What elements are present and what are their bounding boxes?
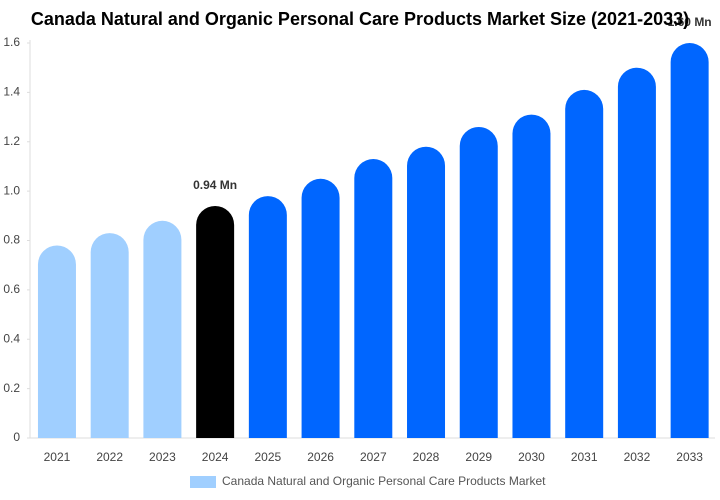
- bar: [196, 205, 235, 438]
- value-label: 0.94 Mn: [193, 178, 237, 192]
- y-tick-label: 0.2: [3, 381, 20, 395]
- y-tick-label: 1.0: [3, 183, 20, 197]
- y-tick-label: 0: [13, 430, 20, 444]
- bar: [617, 67, 656, 438]
- bar: [670, 43, 709, 438]
- bar: [301, 178, 340, 438]
- y-tick-label: 0.4: [3, 331, 20, 345]
- bar: [407, 146, 446, 438]
- x-tick-label: 2028: [413, 450, 440, 464]
- bar: [565, 89, 604, 438]
- y-tick-label: 1.2: [3, 134, 20, 148]
- x-tick-label: 2026: [307, 450, 334, 464]
- x-tick-label: 2029: [465, 450, 492, 464]
- legend-swatch: [190, 476, 216, 488]
- legend-label: Canada Natural and Organic Personal Care…: [222, 474, 546, 488]
- y-tick-label: 1.4: [3, 85, 20, 99]
- y-tick-label: 0.8: [3, 233, 20, 247]
- bar: [512, 114, 551, 438]
- value-label: 1.60 Mn: [668, 15, 712, 29]
- x-tick-label: 2024: [202, 450, 229, 464]
- bar: [90, 233, 129, 438]
- x-tick-label: 2022: [96, 450, 123, 464]
- x-tick-label: 2031: [571, 450, 598, 464]
- x-tick-label: 2027: [360, 450, 387, 464]
- bar: [248, 196, 287, 438]
- x-tick-label: 2025: [255, 450, 282, 464]
- x-tick-label: 2030: [518, 450, 545, 464]
- x-tick-label: 2033: [676, 450, 703, 464]
- bar: [459, 126, 498, 438]
- y-tick-label: 0.6: [3, 282, 20, 296]
- x-tick-label: 2021: [44, 450, 71, 464]
- chart-title: Canada Natural and Organic Personal Care…: [31, 9, 689, 29]
- bar: [37, 245, 76, 438]
- x-tick-label: 2032: [624, 450, 651, 464]
- plot: 0 0.2 0.4 0.6 0.8 1.0 1.2 1.4 1.6 2021 2022 2023 202…: [3, 15, 711, 488]
- y-tick-label: 1.6: [3, 35, 20, 49]
- bar: [354, 159, 393, 438]
- bar: [143, 220, 182, 438]
- x-tick-label: 2023: [149, 450, 176, 464]
